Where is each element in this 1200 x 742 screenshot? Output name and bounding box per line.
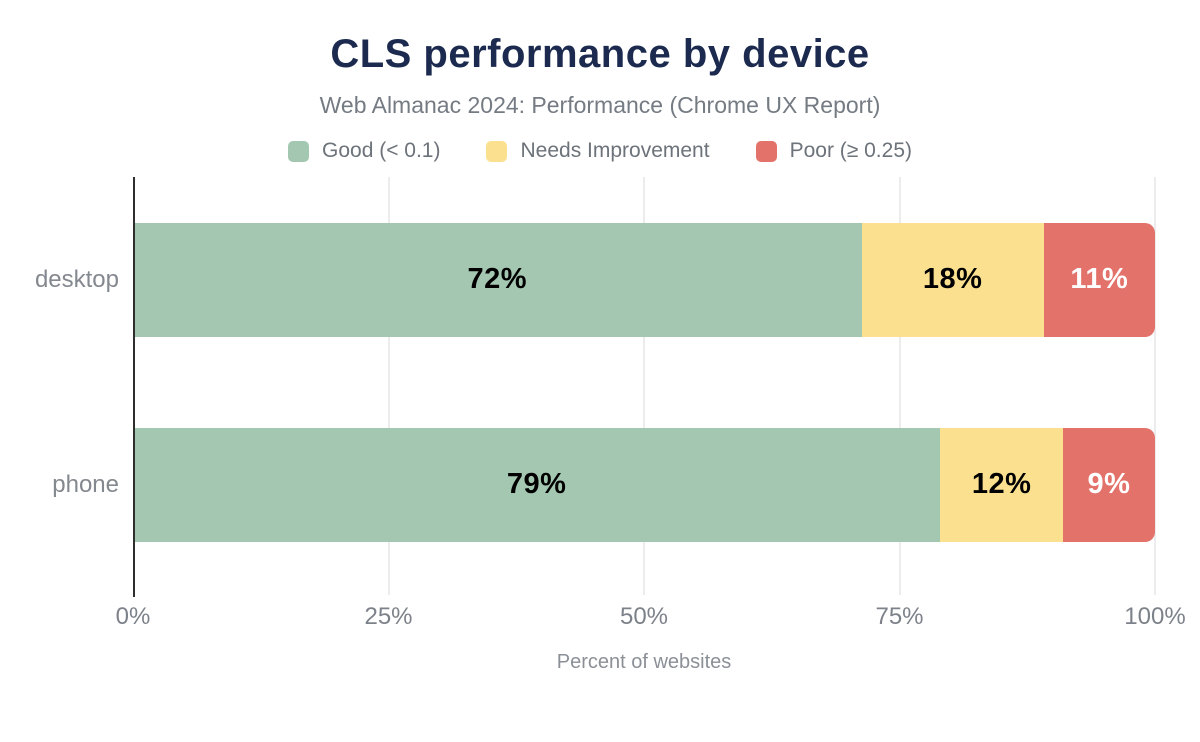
x-axis-title: Percent of websites <box>556 651 732 673</box>
cls-performance-chart: CLS performance by device Web Almanac 20… <box>0 32 1200 674</box>
bar-segment-desktop-good[interactable]: 72% <box>133 222 862 337</box>
bar-segment-desktop-needs-improvement[interactable]: 18% <box>861 222 1044 337</box>
bar-row-desktop: 72% 18% 11% <box>133 177 1155 382</box>
chart-title: CLS performance by device <box>330 32 870 76</box>
gridline-100 <box>1154 177 1156 595</box>
legend-swatch-poor <box>755 140 777 162</box>
bar-segment-desktop-poor[interactable]: 11% <box>1043 222 1155 337</box>
legend-item-needs-improvement[interactable]: Needs Improvement <box>486 139 710 163</box>
y-label-desktop: desktop <box>34 265 119 293</box>
bar-segment-phone-good[interactable]: 79% <box>133 427 941 542</box>
y-label-phone: phone <box>52 470 119 498</box>
legend-swatch-needs-improvement <box>486 140 508 162</box>
y-axis-labels: desktop phone <box>0 177 133 587</box>
bar-row-phone: 79% 12% 9% <box>133 382 1155 587</box>
bar-segment-phone-poor[interactable]: 9% <box>1063 427 1155 542</box>
gridline-25 <box>387 177 390 595</box>
legend-label-poor: Poor (≥ 0.25) <box>789 139 912 162</box>
x-tick-50: 50% <box>619 603 669 630</box>
legend-label-needs-improvement: Needs Improvement <box>520 139 710 162</box>
legend-label-good: Good (< 0.1) <box>322 139 441 162</box>
legend-item-poor[interactable]: Poor (≥ 0.25) <box>755 139 912 163</box>
gridline-75 <box>898 177 901 595</box>
legend-item-good[interactable]: Good (< 0.1) <box>288 139 440 163</box>
chart-subtitle: Web Almanac 2024: Performance (Chrome UX… <box>319 92 881 118</box>
x-tick-100: 100% <box>1124 603 1186 630</box>
y-axis-line <box>133 177 135 597</box>
x-tick-75: 75% <box>875 603 924 630</box>
x-axis-ticks: 0% 25% 50% 75% 100% <box>116 587 1186 633</box>
bar-segment-phone-needs-improvement[interactable]: 12% <box>940 427 1063 542</box>
legend-swatch-good <box>288 140 309 162</box>
x-tick-0: 0% <box>115 603 151 630</box>
bar-value-label: 18% <box>922 263 983 295</box>
bar-phone: 79% 12% 9% <box>133 427 1155 542</box>
bar-value-label: 12% <box>971 468 1032 500</box>
gridline-50 <box>643 177 645 595</box>
bar-value-label: 9% <box>1087 468 1131 500</box>
bar-value-label: 11% <box>1070 263 1129 295</box>
bar-value-label: 79% <box>506 468 567 500</box>
x-tick-25: 25% <box>364 603 413 630</box>
plot-area: 72% 18% 11% 79% 12% 9% <box>133 177 1156 597</box>
bar-value-label: 72% <box>467 263 528 295</box>
bar-desktop: 72% 18% 11% <box>133 222 1155 337</box>
legend: Good (< 0.1) Needs Improvement Poor (≥ 0… <box>0 139 1200 163</box>
plot-section: desktop phone 72% 18% 11% <box>0 177 1200 674</box>
